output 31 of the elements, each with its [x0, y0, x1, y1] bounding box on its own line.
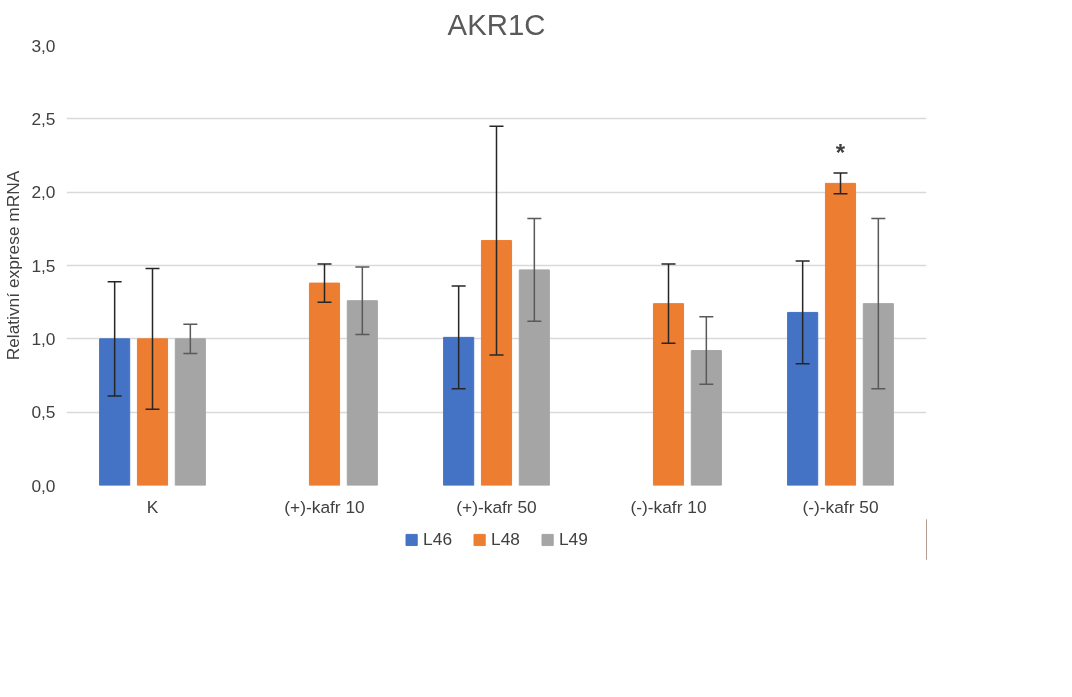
bar — [346, 300, 378, 486]
bar — [136, 338, 169, 486]
legend-label: L49 — [558, 528, 588, 550]
bar — [690, 350, 722, 486]
y-tick-label: 2,0 — [31, 182, 56, 203]
bar — [99, 338, 131, 486]
bar — [308, 282, 341, 486]
x-tick-label: (-)-kafr 10 — [630, 496, 707, 517]
bar — [174, 338, 206, 486]
y-tick-label: 1,5 — [31, 255, 56, 276]
bar — [652, 303, 685, 486]
y-tick-label: 1,0 — [31, 328, 56, 349]
x-tick-label: (+)-kafr 10 — [284, 496, 365, 517]
bar — [824, 182, 857, 486]
y-tick-label: 0,5 — [31, 402, 56, 423]
x-tick-label: K — [146, 496, 159, 517]
y-tick-label: 3,0 — [31, 35, 56, 56]
y-tick-label: 0,0 — [31, 475, 56, 496]
x-tick-label: (+)-kafr 50 — [456, 496, 537, 517]
legend-label: L46 — [423, 528, 453, 550]
y-axis-title: Relativní exprese mRNA — [3, 170, 24, 361]
bar — [480, 240, 513, 486]
bar — [862, 303, 894, 486]
annotation: * — [835, 138, 846, 166]
x-tick-label: (-)-kafr 50 — [802, 496, 879, 517]
bar — [443, 336, 475, 486]
y-tick-label: 2,5 — [31, 108, 56, 129]
legend-label: L48 — [491, 528, 520, 550]
bar — [787, 311, 819, 486]
chart-title: AKR1C — [447, 7, 546, 41]
bar — [518, 269, 550, 486]
